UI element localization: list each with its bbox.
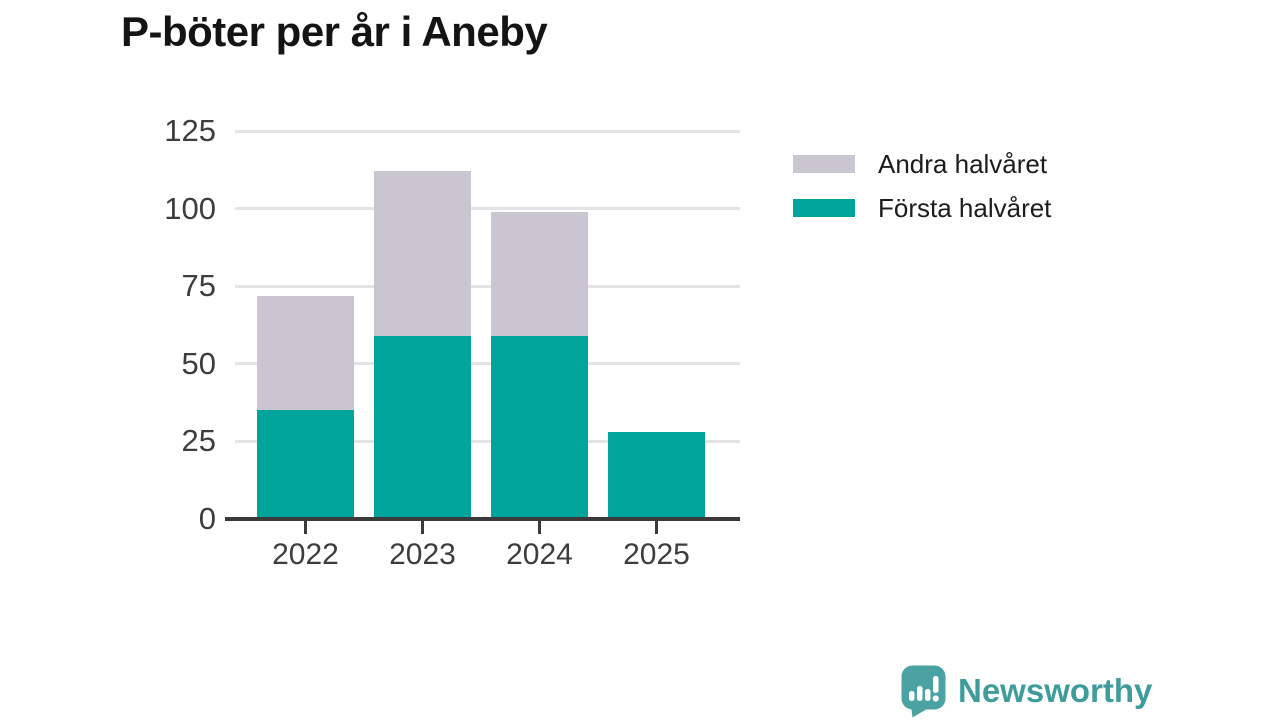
gridline-125	[235, 129, 740, 133]
legend-item-andra-halvaret: Andra halvåret	[793, 148, 1051, 179]
x-axis-label-2023: 2023	[389, 538, 456, 571]
y-axis-tick-label: 100	[164, 190, 216, 226]
gridline-100	[235, 207, 740, 211]
bar-2024-andra-halvaret	[491, 211, 588, 336]
bar-2023-forsta-halvaret	[374, 335, 471, 519]
legend-swatch-andra-halvaret	[793, 155, 855, 173]
x-axis-tick	[655, 521, 658, 534]
x-axis-tick	[421, 521, 424, 534]
y-axis-tick-label: 0	[198, 501, 216, 536]
x-axis-label-2024: 2024	[506, 538, 573, 571]
y-axis-tick-label: 75	[181, 268, 216, 304]
bar-2022-andra-halvaret	[257, 295, 354, 411]
bar-2023-andra-halvaret	[374, 171, 471, 336]
bar-chart-speech-bubble-icon	[901, 665, 946, 718]
x-axis-label-2022: 2022	[272, 538, 339, 571]
x-axis-tick	[304, 521, 307, 534]
x-axis-tick	[538, 521, 541, 534]
legend-item-forsta-halvaret: Första halvåret	[793, 192, 1052, 223]
y-axis-tick-label: 25	[181, 423, 216, 459]
gridline-75	[235, 284, 740, 288]
bar-2025-forsta-halvaret	[608, 432, 705, 519]
legend-swatch-forsta-halvaret	[793, 199, 855, 217]
bar-2022-forsta-halvaret	[257, 410, 354, 519]
gridline-25	[235, 439, 740, 443]
legend-label: Första halvåret	[878, 192, 1052, 223]
newsworthy-logo: Newsworthy	[900, 664, 1152, 718]
y-axis-tick-label: 125	[164, 113, 216, 148]
legend: Andra halvåret Första halvåret	[793, 148, 1052, 239]
chart-title: P-böter per år i Aneby	[121, 8, 548, 55]
newsworthy-wordmark: Newsworthy	[958, 672, 1153, 709]
gridline-50	[235, 362, 740, 366]
y-axis-tick-label: 50	[181, 345, 216, 381]
x-axis-label-2025: 2025	[623, 538, 690, 571]
legend-label: Andra halvåret	[878, 148, 1048, 179]
bar-2024-forsta-halvaret	[491, 335, 588, 519]
x-axis-line	[225, 517, 740, 521]
